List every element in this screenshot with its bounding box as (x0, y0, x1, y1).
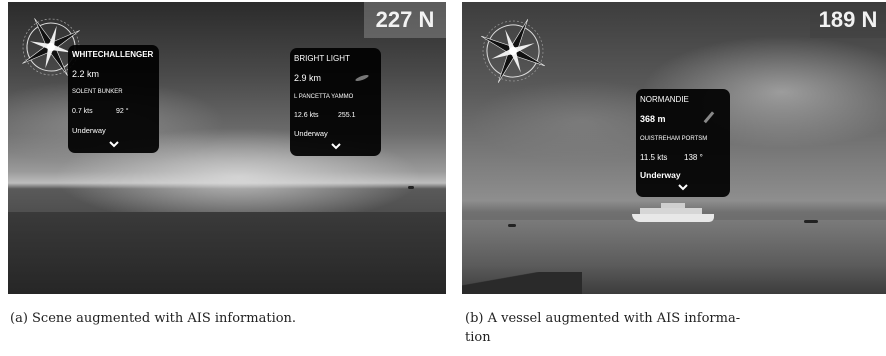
vessel-status: Underway (640, 170, 681, 180)
vessel-destination: SOLENT BUNKER (72, 89, 123, 95)
vessel-distance: 2.2 km (72, 69, 99, 79)
sea-background (8, 212, 446, 294)
distant-vessel (408, 186, 414, 189)
chevron-down-icon[interactable] (678, 182, 688, 192)
ferry-vessel (632, 198, 714, 222)
ais-info-card[interactable]: BRIGHT LIGHT 2.9 km L PANCETTA YAMMO 12.… (290, 48, 381, 156)
vessel-speed: 12.6 kts (294, 112, 319, 119)
caption-line: (b) A vessel augmented with AIS informa- (465, 309, 886, 328)
vessel-speed: 0.7 kts (72, 108, 93, 115)
shoreline (462, 272, 582, 294)
panel-b-scene: 189 N NORMANDIE 368 m OUISTREHAM PORTSM … (462, 2, 886, 294)
heading-readout: 189 N (810, 2, 886, 38)
figure-caption-a: (a) Scene augmented with AIS information… (10, 309, 455, 328)
pencil-pointer-icon (702, 111, 716, 125)
vessel-name: NORMANDIE (640, 95, 689, 104)
vessel-destination: OUISTREHAM PORTSM (640, 136, 707, 142)
caption-line: tion (465, 328, 886, 347)
vessel-distance: 2.9 km (294, 73, 321, 83)
vessel-name: WHITECHALLENGER (72, 50, 153, 59)
heading-readout: 227 N (364, 2, 446, 38)
vessel-destination: L PANCETTA YAMMO (294, 94, 353, 100)
vessel-distance: 368 m (640, 114, 666, 124)
vessel-course: 92 ° (116, 108, 129, 115)
vessel-name: BRIGHT LIGHT (294, 54, 350, 63)
ais-info-card[interactable]: NORMANDIE 368 m OUISTREHAM PORTSM 11.5 k… (636, 89, 730, 197)
vessel-status: Underway (72, 126, 106, 135)
ais-info-card[interactable]: WHITECHALLENGER 2.2 km SOLENT BUNKER 0.7… (68, 45, 159, 153)
vessel-status: Underway (294, 129, 328, 138)
vessel-course: 255.1 (338, 112, 356, 119)
compass-rose-icon (476, 14, 550, 88)
distant-vessel (508, 224, 516, 227)
vessel-course: 138 ° (684, 153, 703, 162)
pencil-pointer-icon (354, 73, 370, 83)
chevron-down-icon[interactable] (109, 139, 119, 149)
distant-vessel (804, 220, 818, 223)
vessel-speed: 11.5 kts (640, 153, 667, 162)
figure-caption-b: (b) A vessel augmented with AIS informa-… (465, 309, 886, 347)
panel-a-scene: 227 N WHITECHALLENGER 2.2 km SOLENT BUNK… (8, 2, 446, 294)
chevron-down-icon[interactable] (331, 141, 341, 151)
